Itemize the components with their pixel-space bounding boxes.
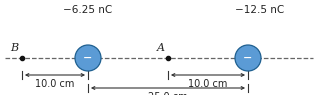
Text: 25.0 cm: 25.0 cm [148,92,188,95]
Text: 10.0 cm: 10.0 cm [35,79,75,89]
Text: B: B [10,43,18,53]
Ellipse shape [75,45,101,71]
Text: 10.0 cm: 10.0 cm [188,79,228,89]
Text: −12.5 nC: −12.5 nC [235,5,285,15]
Text: −: − [83,53,93,63]
Ellipse shape [235,45,261,71]
Text: A: A [157,43,165,53]
Text: −: − [243,53,253,63]
Text: −6.25 nC: −6.25 nC [63,5,113,15]
